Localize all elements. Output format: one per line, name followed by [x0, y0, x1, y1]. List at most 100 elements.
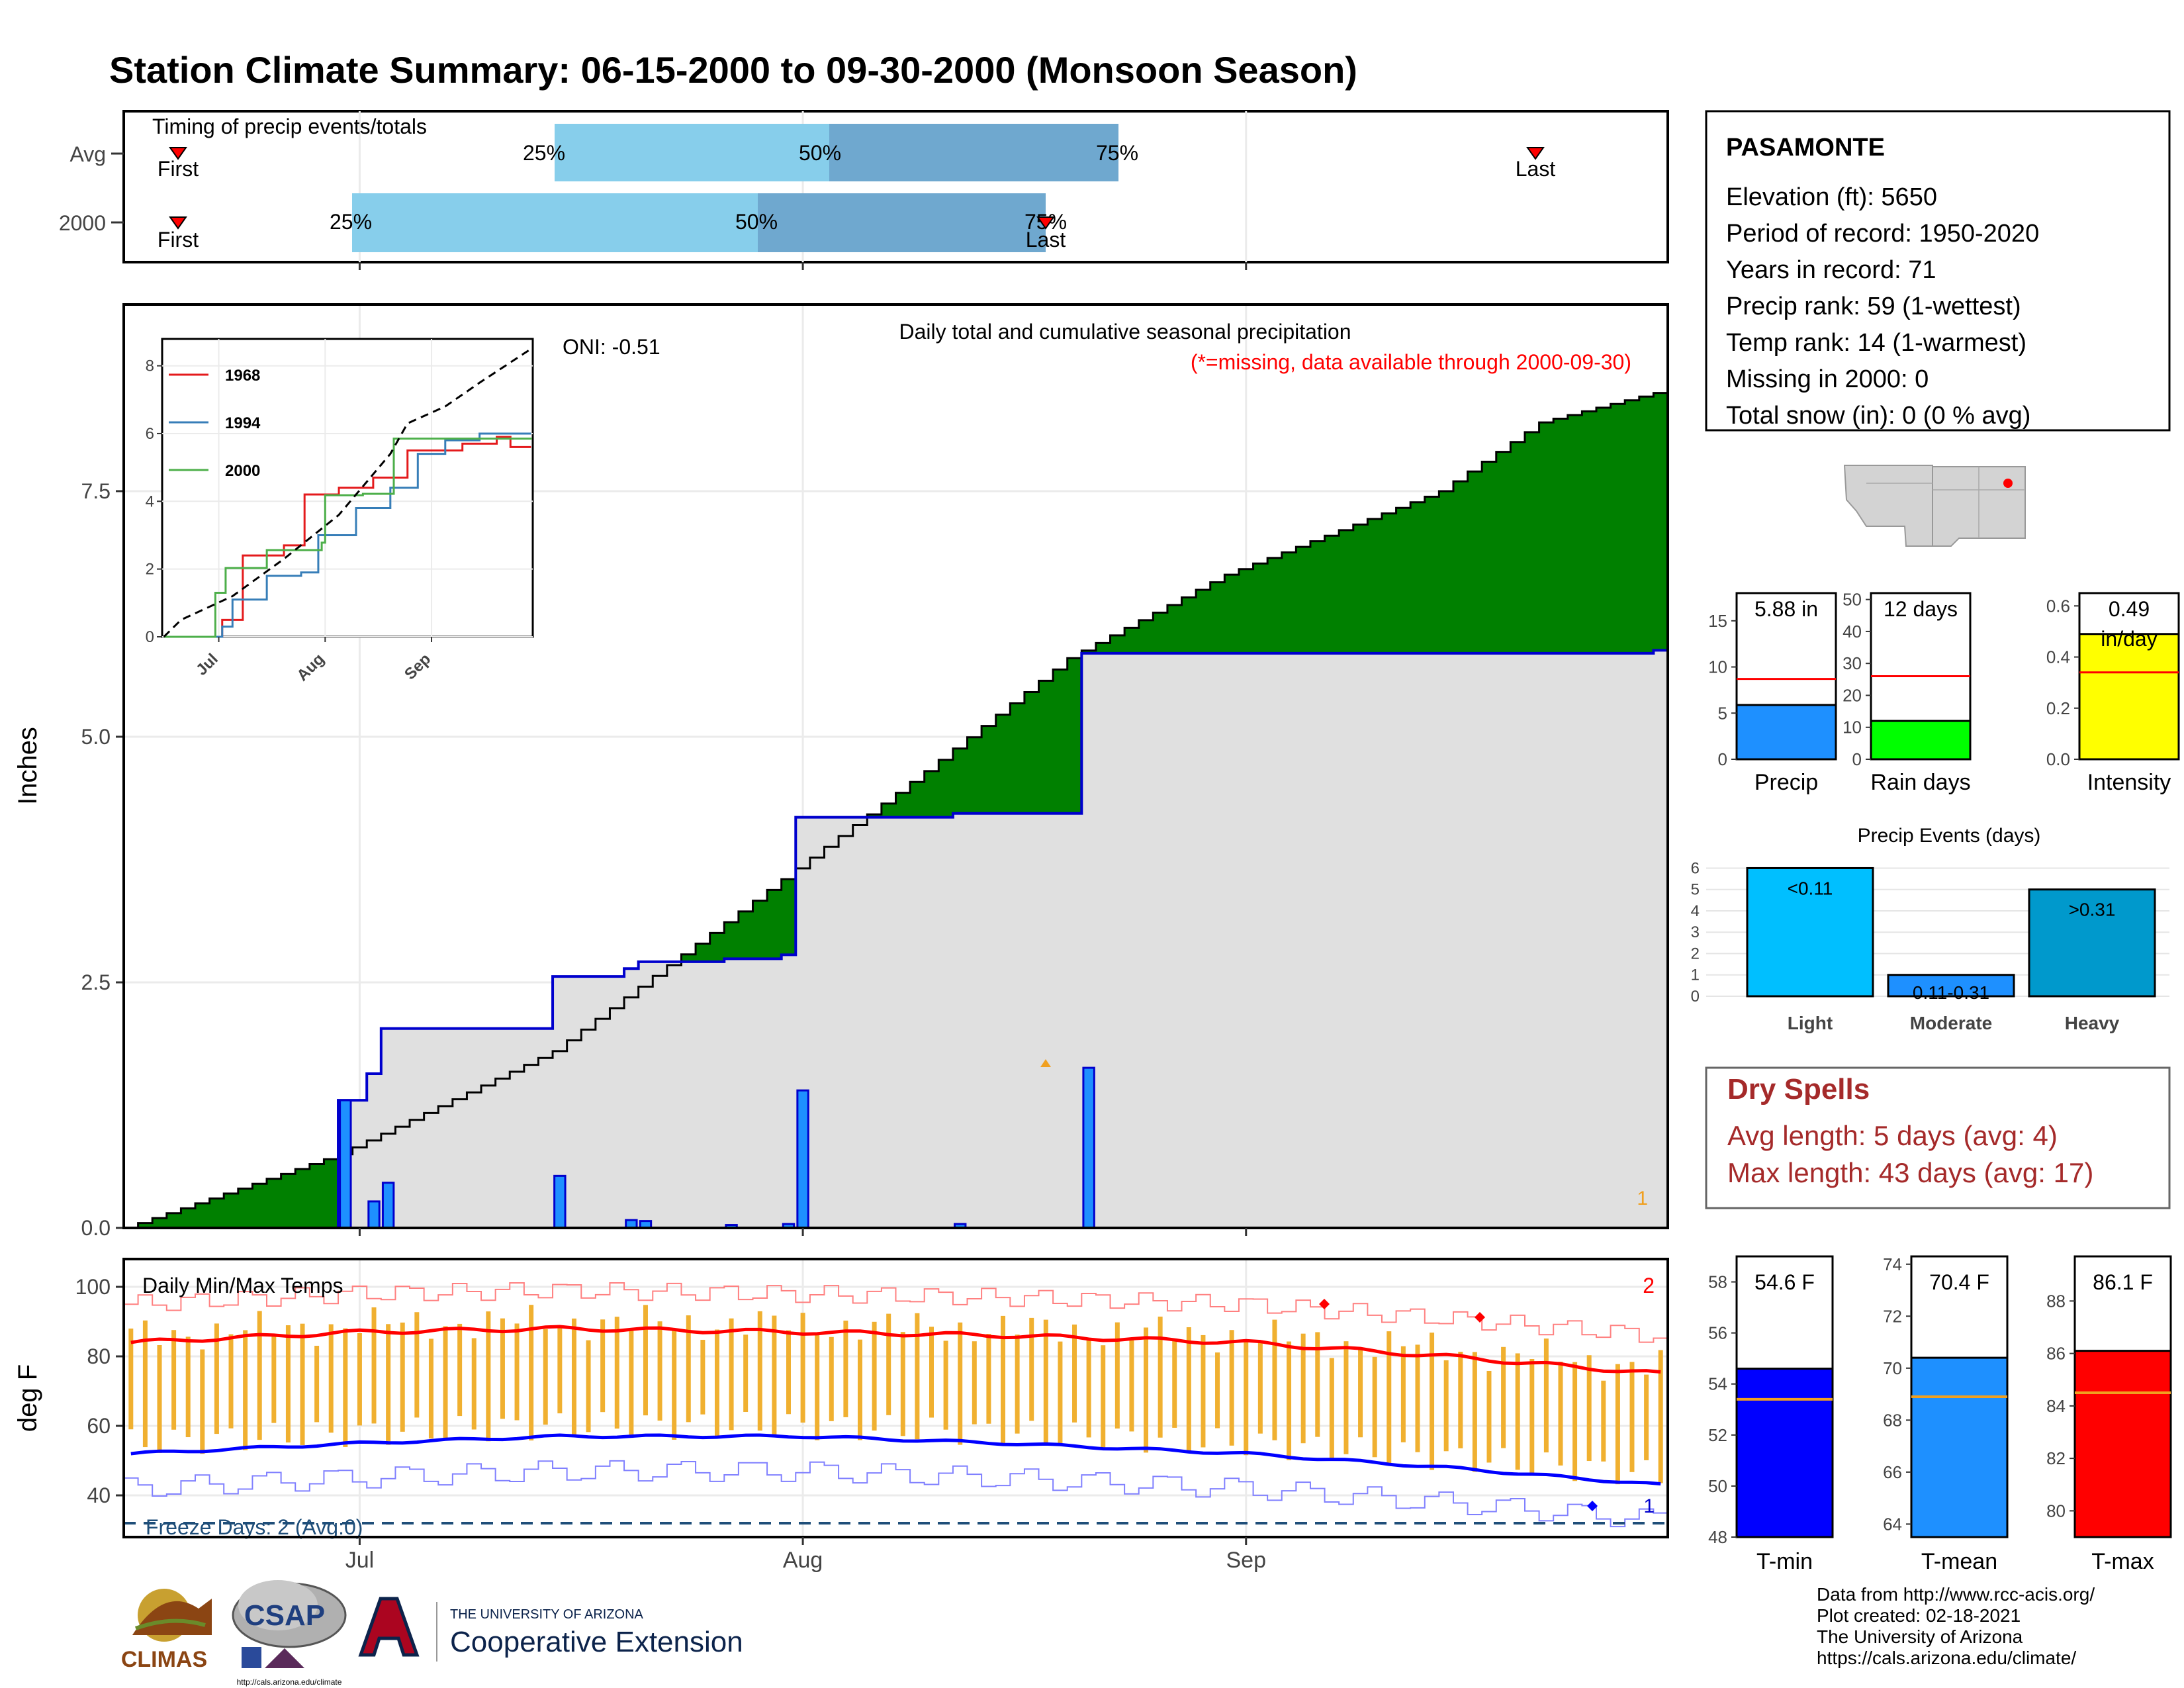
daily-temp-range-bar — [1115, 1322, 1120, 1429]
daily-temp-range-bar — [1229, 1330, 1234, 1446]
summary-y-tick-label: 15 — [1708, 611, 1727, 631]
y-tick-label: 5.0 — [81, 725, 111, 749]
events-category-label: Light — [1788, 1013, 1833, 1033]
daily-temp-range-bar — [1272, 1319, 1277, 1440]
daily-temp-range-bar — [1387, 1331, 1392, 1464]
daily-temp-range-bar — [1058, 1341, 1063, 1443]
temp-summary-y-tick-label: 50 — [1708, 1476, 1727, 1496]
daily-temp-range-bar — [1358, 1348, 1363, 1438]
precip-panel: Daily total and cumulative seasonal prec… — [13, 303, 1669, 1240]
station-box-frame — [1705, 110, 2171, 432]
daily-precip-bar — [1082, 1066, 1095, 1229]
temp-summary-y-tick-label: 88 — [2046, 1291, 2066, 1311]
csap-logo-text: CSAP — [244, 1599, 325, 1632]
daily-temp-range-bar — [1201, 1335, 1206, 1448]
daily-temp-range-bar — [185, 1336, 191, 1438]
temp-y-tick-label: 60 — [87, 1414, 111, 1438]
average-cumulative-line — [124, 392, 1668, 1229]
daily-temp-range-bar — [872, 1321, 877, 1431]
temp-summary-bar — [1735, 1368, 1834, 1538]
daily-temp-range-bar — [972, 1341, 977, 1425]
inset-series-line — [163, 438, 532, 638]
temp-summary-y-tick-label: 70 — [1883, 1358, 1902, 1378]
inset-average-line — [163, 348, 532, 638]
daily-precip-bar — [381, 1182, 395, 1229]
daily-temp-range-bar — [1372, 1356, 1377, 1458]
daily-temp-range-bar — [257, 1311, 262, 1440]
avg-last-label: Last — [1516, 157, 1556, 181]
daily-temp-range-bar — [1186, 1327, 1191, 1451]
temp-panel-bg — [124, 1259, 1668, 1537]
daily-temp-range-bar — [672, 1329, 677, 1440]
precip-y-axis: 0.0 2.5 5.0 7.5 — [81, 479, 124, 1240]
daily-temp-range-bar — [886, 1313, 891, 1415]
summary-bar-charts: 5.88 in 0 5 10 15 Precip 12 days 0 10 20 30 40 50 Rai… — [1708, 590, 2180, 795]
record-high-count: 2 — [1643, 1274, 1655, 1297]
temp-summary-y-tick-label: 82 — [2046, 1448, 2066, 1468]
temp-y-tick-label: 40 — [87, 1483, 111, 1507]
temp-panel: Daily Min/Max Temps Freeze Days: 2 (Avg:… — [13, 1258, 1669, 1573]
station-location-dot — [2003, 479, 2013, 488]
inset-legend-label: 1994 — [225, 414, 261, 432]
avg-quartile-bar-50-75 — [829, 124, 1118, 181]
events-y-tick-label: 0 — [1691, 988, 1700, 1006]
daily-temp-range-bar — [1443, 1360, 1449, 1452]
year-last-marker — [1036, 216, 1055, 230]
corner-count: 1 — [1637, 1188, 1648, 1209]
record-max-line — [124, 1282, 1668, 1343]
x-tick-label: Jul — [345, 1548, 374, 1573]
inset-legend: 1968 1994 2000 — [169, 367, 261, 480]
daily-temp-range-bar — [986, 1334, 991, 1424]
daily-temp-range-bar — [214, 1323, 219, 1434]
station-detail-line: Precip rank: 59 (1-wettest) — [1726, 293, 2021, 320]
record-high-marker — [1319, 1299, 1330, 1309]
temp-summary-value-label: 86.1 F — [2093, 1270, 2153, 1294]
climas-logo-leaf — [134, 1618, 206, 1630]
daily-temp-range-bar — [285, 1325, 291, 1443]
daily-temp-range-bar — [371, 1307, 377, 1424]
x-tick-label: Aug — [783, 1548, 823, 1573]
daily-temp-range-bar — [929, 1327, 934, 1418]
freeze-days-label: Freeze Days: 2 (Avg:0) — [146, 1515, 363, 1539]
daily-temp-range-bar — [1043, 1319, 1048, 1443]
daily-temp-range-bar — [1543, 1338, 1549, 1453]
daily-temp-range-bar — [1529, 1358, 1535, 1474]
temp-ylabel: deg F — [13, 1364, 42, 1432]
summary-value-label: 0.49 — [2109, 597, 2150, 621]
daily-temp-range-bar — [1101, 1345, 1106, 1450]
record-low-count: 1 — [1643, 1495, 1655, 1517]
daily-temp-range-bar — [1486, 1370, 1492, 1463]
daily-temp-range-bar — [1158, 1316, 1163, 1438]
events-y-tick-label: 2 — [1691, 945, 1700, 962]
precip-caption: Daily total and cumulative seasonal prec… — [899, 320, 1351, 344]
daily-temp-range-bar — [557, 1327, 563, 1414]
footer-credits: Data from http://www.rcc-acis.org/Plot c… — [1817, 1584, 2095, 1668]
daily-temp-range-bar — [543, 1329, 548, 1425]
avg-q75-label: 75% — [1096, 141, 1138, 165]
temp-summary-y-tick-label: 86 — [2046, 1344, 2066, 1364]
inset-y-tick-label: 4 — [146, 492, 154, 510]
csap-cloud-top — [238, 1580, 318, 1630]
temp-summary-bar — [2073, 1350, 2172, 1538]
avg-quartile-bar-25-50 — [555, 124, 829, 181]
year-q50-label: 50% — [735, 210, 778, 234]
summary-y-tick-label: 0.2 — [2046, 698, 2070, 718]
events-bar — [1746, 867, 1874, 998]
daily-temp-range-bar — [200, 1349, 205, 1454]
daily-temp-range-bar — [400, 1322, 405, 1432]
temp-summary-y-tick-label: 80 — [2046, 1501, 2066, 1521]
record-min-line — [124, 1460, 1668, 1528]
csap-bars-icon — [242, 1647, 261, 1668]
summary-y-tick-label: 5 — [1718, 703, 1727, 723]
daily-temp-range-bar — [1343, 1341, 1349, 1454]
climas-logo: CLIMAS — [121, 1589, 212, 1672]
csap-url: http://cals.arizona.edu/climate — [237, 1677, 342, 1687]
record-low-marker — [1587, 1501, 1598, 1511]
daily-temp-range-bar — [428, 1338, 433, 1439]
daily-temp-range-bar — [142, 1320, 148, 1448]
daily-temp-range-bar — [1315, 1332, 1320, 1437]
dry-spells-max: Max length: 43 days (avg: 17) — [1727, 1157, 2093, 1188]
temp-summary-y-tick-label: 66 — [1883, 1462, 1902, 1482]
inset-y-tick-label: 8 — [146, 357, 154, 375]
